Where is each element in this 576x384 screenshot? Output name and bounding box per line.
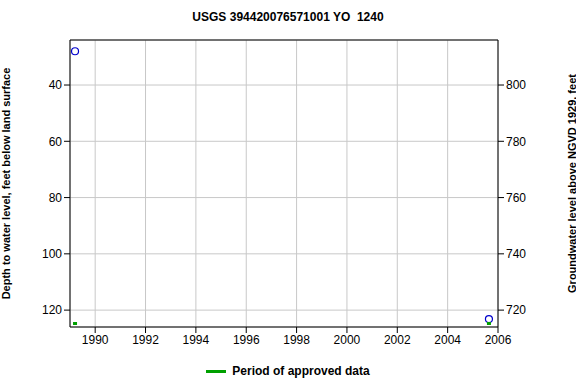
svg-text:1994: 1994: [183, 333, 210, 347]
svg-text:40: 40: [49, 78, 63, 92]
svg-text:Depth to water level, feet bel: Depth to water level, feet below land su…: [8, 68, 12, 300]
svg-text:1998: 1998: [283, 333, 310, 347]
svg-text:740: 740: [506, 247, 526, 261]
svg-text:1990: 1990: [82, 333, 109, 347]
svg-text:780: 780: [506, 135, 526, 149]
svg-text:2000: 2000: [334, 333, 361, 347]
svg-text:720: 720: [506, 303, 526, 317]
svg-text:1992: 1992: [132, 333, 159, 347]
svg-text:80: 80: [49, 191, 63, 205]
svg-text:100: 100: [42, 247, 62, 261]
html-text:Period of approved data: Period of approved data: [232, 364, 370, 378]
svg-text:800: 800: [506, 78, 526, 92]
svg-text:1996: 1996: [233, 333, 260, 347]
svg-text:2006: 2006: [485, 333, 512, 347]
svg-text:2002: 2002: [384, 333, 411, 347]
html-text:USGS 394420076571001 YO 1240: USGS 394420076571001 YO 1240: [192, 10, 384, 24]
svg-text:120: 120: [42, 303, 62, 317]
svg-text:60: 60: [49, 135, 63, 149]
svg-text:760: 760: [506, 191, 526, 205]
svg-text:2004: 2004: [434, 333, 461, 347]
svg-text:Groundwater level above NGVD 1: Groundwater level above NGVD 1929, feet: [566, 74, 568, 293]
